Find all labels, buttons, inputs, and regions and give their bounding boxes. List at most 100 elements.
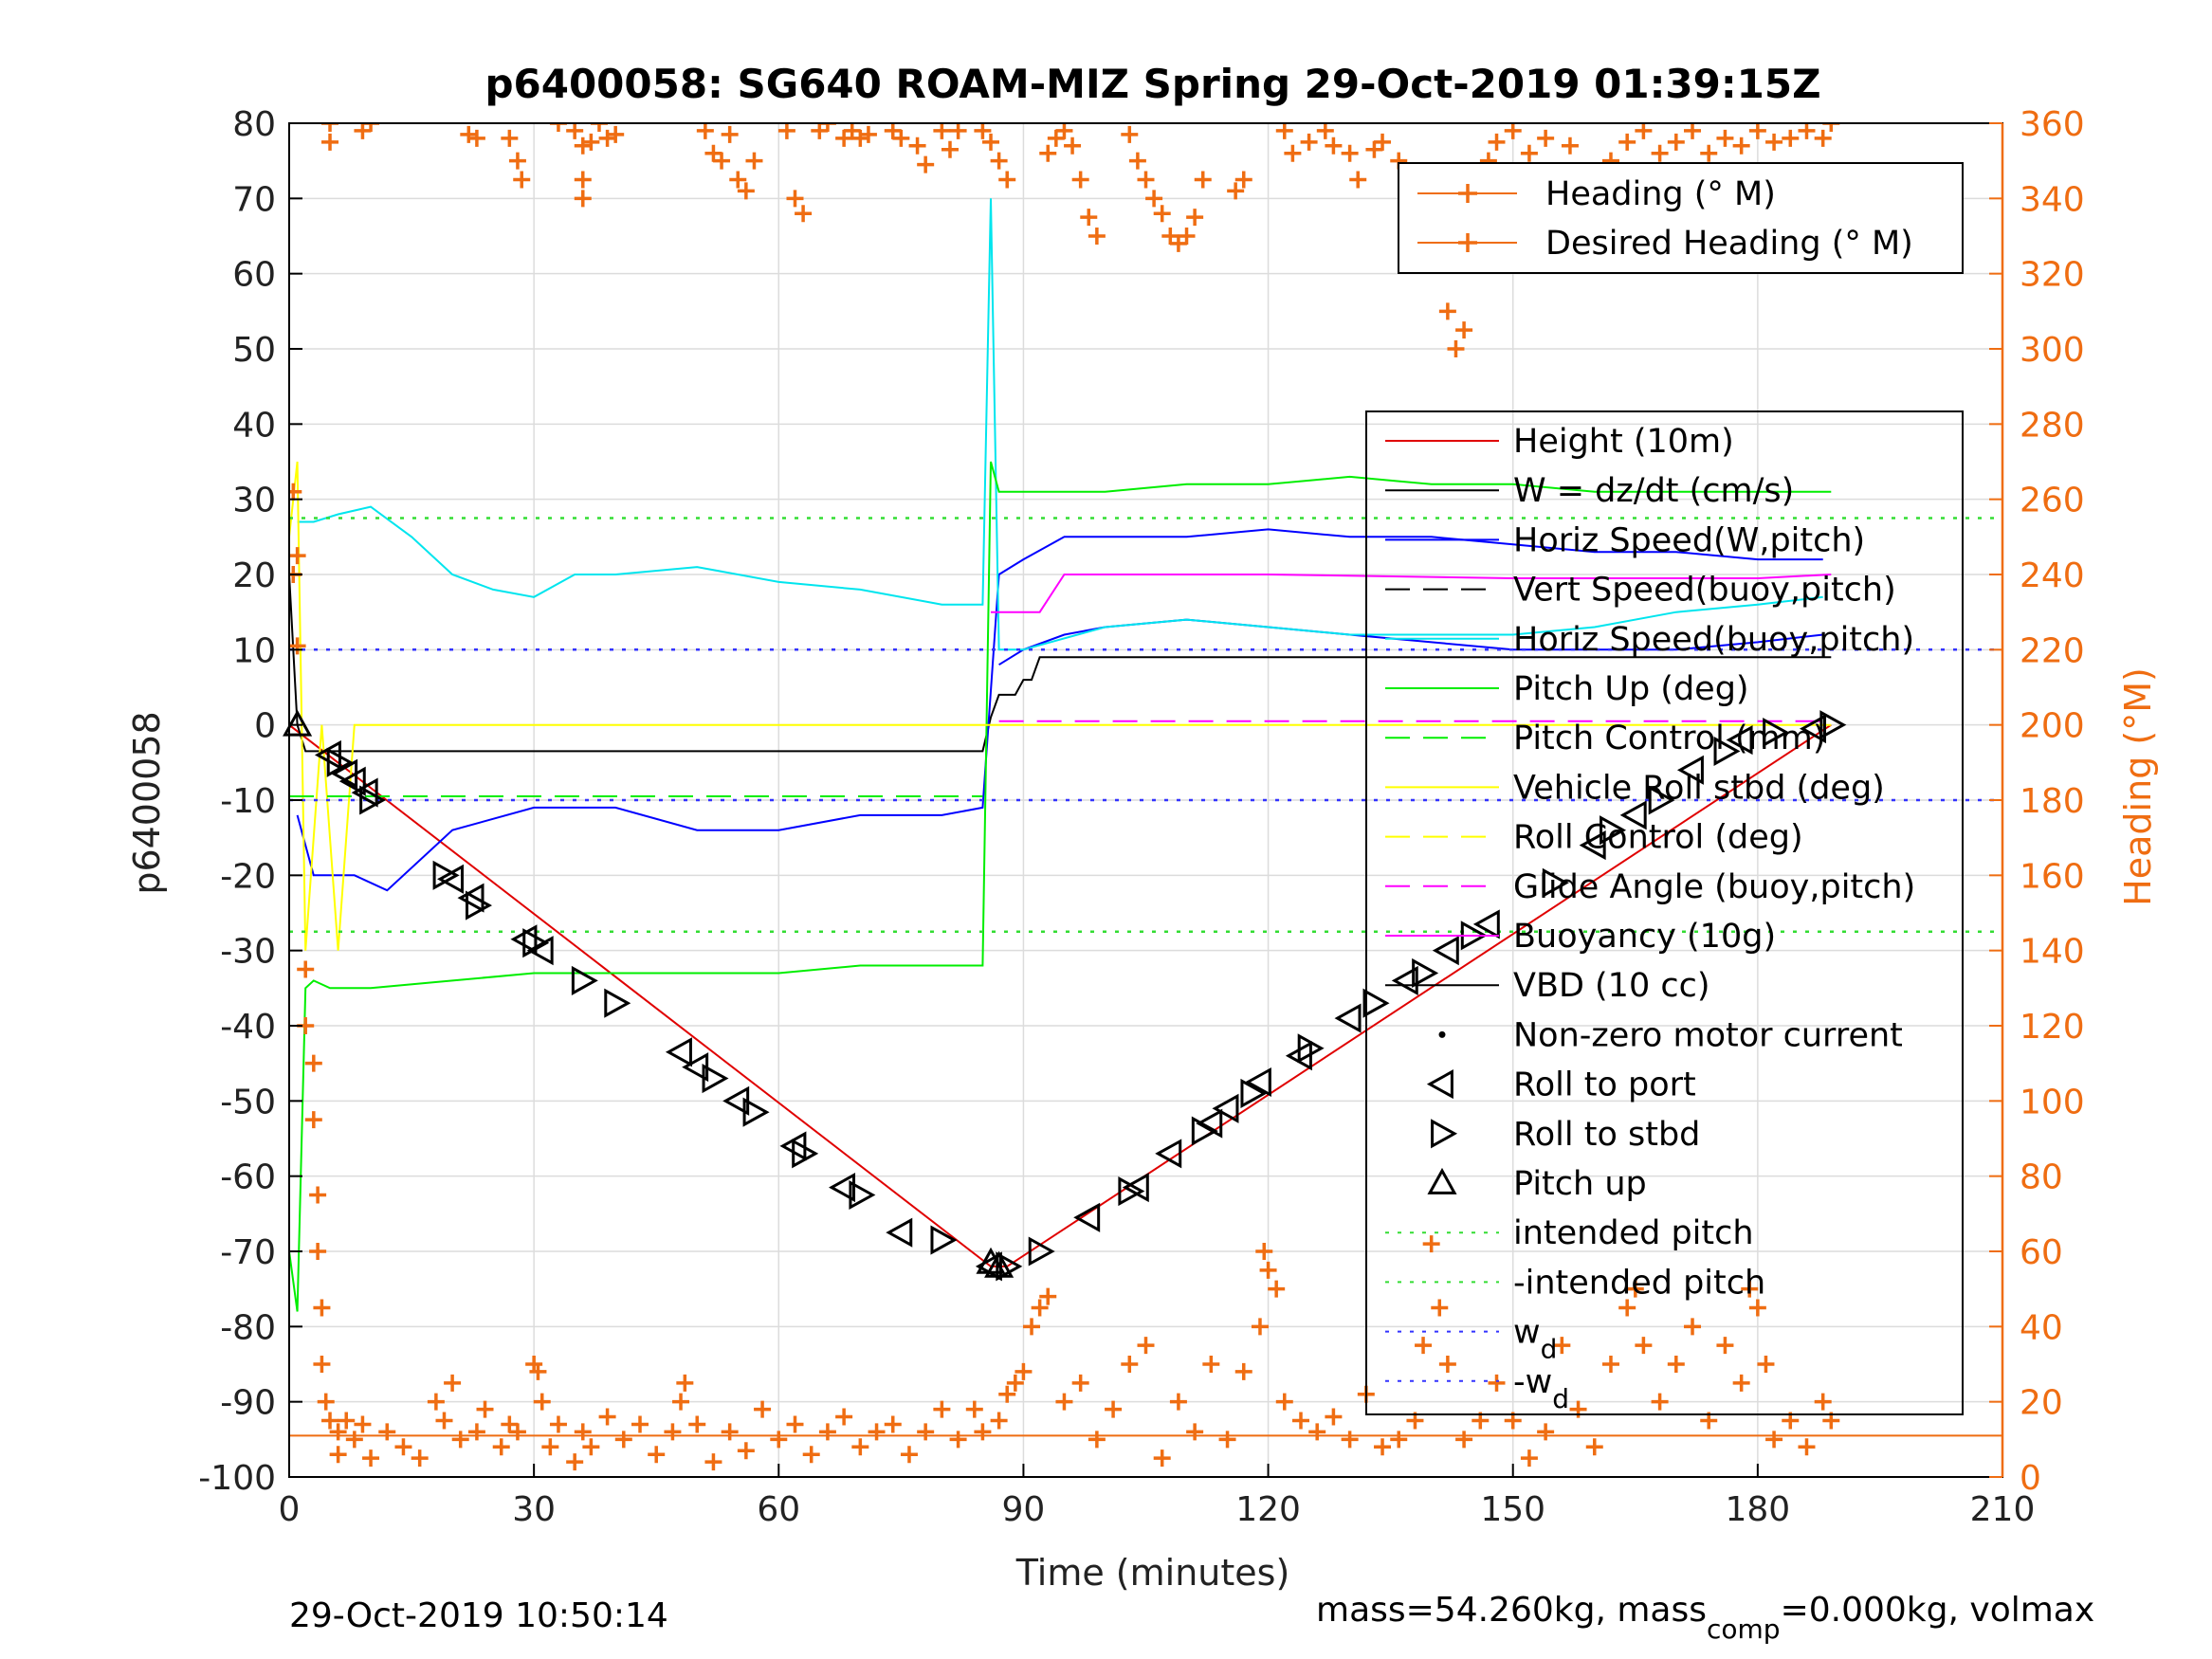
roll-to-stbd-marker xyxy=(1191,1116,1218,1146)
heading-point xyxy=(786,190,804,208)
legend-label-text: Vehicle Roll stbd (deg) xyxy=(1513,769,1885,807)
roll-to-stbd-marker xyxy=(1600,815,1627,846)
heading-point xyxy=(859,125,877,143)
roll-to-stbd-marker xyxy=(1028,1236,1055,1267)
heading-point xyxy=(329,1423,347,1441)
roll-to-port-marker xyxy=(1432,936,1459,966)
legend-label-text: Roll Control (deg) xyxy=(1513,819,1803,857)
heading-point xyxy=(1227,182,1245,200)
heading-point xyxy=(1275,1393,1293,1411)
x-tick-label: 180 xyxy=(1725,1490,1790,1529)
heading-point xyxy=(1234,1362,1252,1380)
heading-point xyxy=(737,182,755,200)
y2-tick-label: 140 xyxy=(2020,933,2085,972)
y2-tick-label: 200 xyxy=(2020,707,2085,746)
heading-point xyxy=(1438,302,1456,320)
heading-point xyxy=(467,1423,485,1441)
heading-point xyxy=(1741,1280,1759,1298)
heading-point xyxy=(737,1442,755,1460)
roll-to-stbd-marker xyxy=(1297,1033,1325,1064)
heading-point xyxy=(427,1393,445,1411)
heading-point xyxy=(1064,137,1082,155)
heading-point xyxy=(990,152,1008,170)
legend-label-text: Roll to stbd xyxy=(1513,1116,1700,1154)
heading-point xyxy=(1088,1431,1106,1449)
heading-point xyxy=(574,190,592,208)
legend-label-text: -w xyxy=(1513,1363,1552,1401)
heading-point xyxy=(345,1431,363,1449)
heading-point xyxy=(676,1374,694,1392)
y2-axis-label: Heading (°M) xyxy=(2117,667,2159,906)
legend-label-text: W = dz/dt (cm/s) xyxy=(1513,472,1794,510)
legend-dot-marker xyxy=(1438,1030,1446,1038)
legend-heading-box xyxy=(1398,162,1964,274)
roll-to-port-marker xyxy=(1472,909,1500,939)
heading-point xyxy=(1121,125,1139,143)
legend-label: Height (10m) xyxy=(1513,423,1734,461)
heading-point xyxy=(1651,144,1669,162)
heading-point xyxy=(1202,1356,1220,1373)
heading-point xyxy=(549,123,567,132)
heading-point xyxy=(1431,1299,1449,1317)
heading-point xyxy=(1798,1438,1816,1456)
heading-point xyxy=(835,1408,853,1426)
heading-point xyxy=(851,129,869,147)
roll-to-stbd-marker xyxy=(1819,710,1847,740)
y-tick-label: 0 xyxy=(254,707,276,746)
legend-main-box xyxy=(1365,410,1964,1415)
heading-point xyxy=(1325,1408,1343,1426)
heading-point xyxy=(1455,1431,1473,1449)
heading-point xyxy=(1218,1431,1236,1449)
heading-point xyxy=(1365,140,1383,158)
y-tick-label: 30 xyxy=(232,482,276,520)
heading-point xyxy=(648,1446,666,1464)
roll-to-port-marker xyxy=(1579,830,1606,861)
roll-to-port-marker xyxy=(1196,1108,1223,1139)
heading-point xyxy=(1626,1280,1644,1298)
roll-to-port-marker xyxy=(351,777,378,808)
roll-to-port-marker xyxy=(1619,800,1647,830)
heading-point xyxy=(1071,1374,1089,1392)
roll-to-stbd-marker xyxy=(571,965,598,995)
roll-to-port-marker xyxy=(1800,714,1826,744)
heading-point xyxy=(598,129,616,147)
heading-point xyxy=(868,1423,886,1441)
y2-tick-label: 40 xyxy=(2020,1308,2063,1347)
legend-label: Roll to port xyxy=(1513,1066,1696,1104)
roll-to-port-marker xyxy=(1073,1202,1101,1232)
heading-point xyxy=(1291,1412,1309,1430)
x-tick-label: 120 xyxy=(1235,1490,1301,1529)
heading-point xyxy=(1186,209,1204,227)
heading-point xyxy=(304,1111,322,1129)
y2-tick-label: 0 xyxy=(2020,1459,2041,1498)
heading-point xyxy=(884,123,902,139)
x-tick-label: 0 xyxy=(279,1490,301,1529)
heading-point xyxy=(1635,123,1653,139)
series-pitch-up-deg xyxy=(289,461,1832,1312)
heading-point xyxy=(1341,1431,1359,1449)
roll-to-stbd-marker xyxy=(1240,1078,1268,1108)
heading-point xyxy=(982,133,1000,151)
roll-to-stbd-marker xyxy=(466,890,492,921)
legend-label-text: Roll to port xyxy=(1513,1066,1696,1104)
y-tick-label: 10 xyxy=(232,631,276,670)
heading-point xyxy=(1374,1438,1392,1456)
heading-point xyxy=(574,137,592,155)
heading-point xyxy=(1031,1299,1049,1317)
heading-point xyxy=(1684,123,1702,139)
heading-point xyxy=(1667,133,1685,151)
y2-tick-label: 320 xyxy=(2020,256,2085,295)
heading-point xyxy=(908,137,926,155)
heading-point xyxy=(990,1412,1008,1430)
y2-tick-label: 160 xyxy=(2020,857,2085,896)
heading-point xyxy=(1520,1449,1538,1468)
heading-point xyxy=(1023,1318,1041,1336)
chart-title: p6400058: SG640 ROAM-MIZ Spring 29-Oct-2… xyxy=(484,61,1820,107)
x-tick-label: 210 xyxy=(1970,1490,2036,1529)
heading-point xyxy=(1341,144,1359,162)
x-tick-label: 90 xyxy=(1002,1490,1046,1529)
heading-point xyxy=(721,125,739,143)
heading-point xyxy=(467,129,485,147)
heading-point xyxy=(1080,209,1098,227)
x-tick-label: 60 xyxy=(757,1490,800,1529)
